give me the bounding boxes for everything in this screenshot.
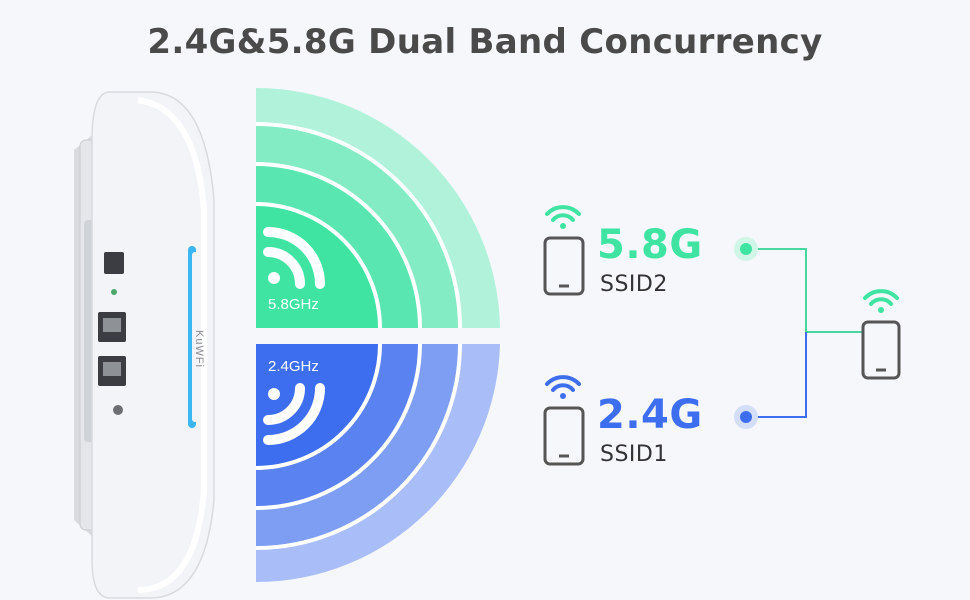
band-5g-ghz-label: 5.8GHz — [268, 296, 319, 313]
connection-node-green — [734, 237, 758, 261]
wifi-signal-icon — [545, 375, 581, 399]
wifi-arc-icon-lower — [263, 383, 325, 445]
band-5g-label: 5.8G — [597, 222, 703, 268]
smartphone-icon — [543, 406, 585, 466]
smartphone-icon — [543, 236, 585, 296]
page-title: 2.4G&5.8G Dual Band Concurrency — [147, 22, 823, 62]
wifi-arc-icon-upper — [263, 227, 325, 289]
ssid2-label: SSID2 — [600, 272, 668, 297]
client-smartphone-icon — [861, 320, 901, 380]
wifi-signal-icon — [863, 289, 899, 313]
wifi-signal-icon — [545, 205, 581, 229]
band-2g-ghz-label: 2.4GHz — [268, 358, 319, 375]
band-2g-label: 2.4G — [597, 392, 703, 438]
connection-lines — [746, 248, 862, 418]
device-brand-text: KuWFi — [193, 330, 205, 368]
band-5g-rings — [255, 88, 500, 329]
band-2g-rings — [255, 343, 500, 582]
connection-node-blue — [734, 405, 758, 429]
ssid1-label: SSID1 — [600, 442, 668, 467]
access-point-device: KuWFi — [74, 91, 215, 599]
